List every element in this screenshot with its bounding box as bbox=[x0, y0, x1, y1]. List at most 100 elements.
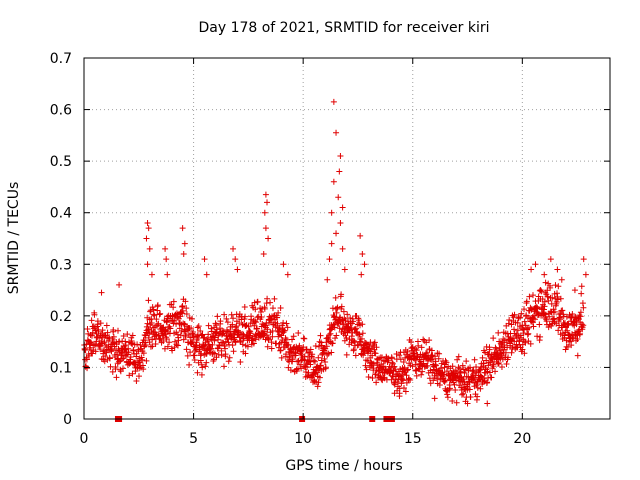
data-point bbox=[473, 364, 480, 371]
data-point bbox=[202, 363, 209, 370]
data-point bbox=[339, 245, 346, 252]
data-point bbox=[413, 372, 420, 379]
data-point bbox=[419, 368, 426, 375]
data-point bbox=[558, 276, 565, 283]
data-point bbox=[431, 395, 438, 402]
data-point bbox=[275, 309, 282, 316]
data-point bbox=[557, 310, 564, 317]
data-point bbox=[324, 276, 331, 283]
data-point bbox=[317, 362, 324, 369]
data-point bbox=[573, 321, 580, 328]
data-point bbox=[203, 350, 210, 357]
data-point bbox=[418, 371, 425, 378]
data-point bbox=[461, 370, 468, 377]
data-point bbox=[398, 380, 405, 387]
data-point bbox=[147, 307, 154, 314]
data-point bbox=[220, 363, 227, 370]
data-point bbox=[163, 256, 170, 263]
data-point bbox=[118, 355, 125, 362]
data-point bbox=[135, 373, 142, 380]
data-point bbox=[179, 303, 186, 310]
data-point bbox=[552, 282, 559, 289]
data-point bbox=[428, 347, 435, 354]
data-point bbox=[268, 345, 275, 352]
data-point bbox=[478, 374, 485, 381]
data-point bbox=[104, 329, 111, 336]
data-point bbox=[333, 332, 340, 339]
data-point bbox=[186, 361, 193, 368]
data-point bbox=[148, 327, 155, 334]
data-point bbox=[133, 377, 140, 384]
data-point bbox=[564, 327, 571, 334]
data-point bbox=[289, 336, 296, 343]
data-point bbox=[372, 371, 379, 378]
data-point bbox=[496, 344, 503, 351]
data-point bbox=[347, 315, 354, 322]
y-tick-label: 0.6 bbox=[50, 103, 72, 119]
data-point bbox=[180, 336, 187, 343]
data-point bbox=[179, 225, 186, 232]
data-point bbox=[316, 374, 323, 381]
data-point bbox=[150, 311, 157, 318]
data-point bbox=[486, 346, 493, 353]
data-point bbox=[404, 367, 411, 374]
data-point bbox=[580, 322, 587, 329]
data-point bbox=[169, 347, 176, 354]
data-point bbox=[433, 375, 440, 382]
data-point bbox=[330, 321, 337, 328]
data-point bbox=[197, 357, 204, 364]
data-point bbox=[312, 343, 319, 350]
data-point bbox=[127, 353, 134, 360]
data-point bbox=[103, 349, 110, 356]
data-point bbox=[564, 343, 571, 350]
data-point bbox=[551, 308, 558, 315]
plot-frame bbox=[83, 57, 611, 420]
data-point bbox=[335, 194, 342, 201]
data-point bbox=[502, 349, 509, 356]
data-point bbox=[230, 315, 237, 322]
data-point bbox=[527, 340, 534, 347]
data-point bbox=[163, 319, 170, 326]
data-point bbox=[205, 322, 212, 329]
data-point bbox=[92, 327, 99, 334]
data-point bbox=[470, 376, 477, 383]
data-point bbox=[415, 366, 422, 373]
data-point bbox=[183, 310, 190, 317]
data-point bbox=[529, 319, 536, 326]
data-point bbox=[322, 359, 329, 366]
data-point bbox=[370, 360, 377, 367]
data-point bbox=[460, 376, 467, 383]
data-point bbox=[547, 284, 554, 291]
data-point bbox=[144, 261, 151, 268]
data-point bbox=[413, 347, 420, 354]
data-point bbox=[464, 400, 471, 407]
data-point bbox=[409, 345, 416, 352]
data-point bbox=[333, 129, 340, 136]
data-point bbox=[162, 245, 169, 252]
data-point bbox=[408, 339, 415, 346]
data-point bbox=[343, 351, 350, 358]
data-point bbox=[129, 370, 136, 377]
data-point bbox=[198, 361, 205, 368]
data-point bbox=[317, 332, 324, 339]
data-point bbox=[362, 362, 369, 369]
data-point bbox=[328, 349, 335, 356]
data-point bbox=[209, 341, 216, 348]
data-point bbox=[284, 324, 291, 331]
data-point bbox=[274, 314, 281, 321]
data-point bbox=[122, 342, 129, 349]
data-point bbox=[578, 283, 585, 290]
data-point bbox=[265, 235, 272, 242]
data-point bbox=[526, 293, 533, 300]
data-point bbox=[544, 293, 551, 300]
data-point bbox=[436, 381, 443, 388]
data-point bbox=[251, 322, 258, 329]
data-point bbox=[564, 322, 571, 329]
data-point bbox=[571, 287, 578, 294]
data-point bbox=[484, 400, 491, 407]
data-point bbox=[348, 333, 355, 340]
data-point bbox=[120, 333, 127, 340]
data-point bbox=[140, 366, 147, 373]
y-tick-label: 0.1 bbox=[50, 360, 72, 376]
data-point bbox=[557, 316, 564, 323]
